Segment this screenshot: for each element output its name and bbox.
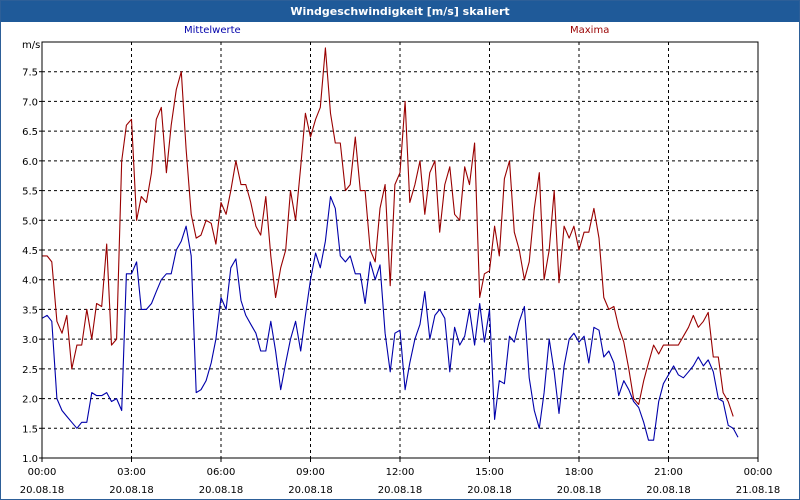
- x-axis: 00:00 20.08.18 03:00 20.08.18 06:00 20.08.18 0…: [20, 458, 781, 496]
- x-tick-date: 20.08.18: [109, 485, 154, 496]
- x-tick-date: 20.08.18: [20, 485, 65, 496]
- y-tick-label: 5.5: [22, 187, 38, 198]
- y-tick-label: 6.0: [22, 157, 38, 168]
- legend-mittelwerte: Mittelwerte: [184, 25, 241, 36]
- y-axis: 1.0 1.5 2.0 2.5 3.0 3.5 4.0 4.5 5.0 5.5 6.0 6.5 7.0 7…: [22, 68, 42, 465]
- y-tick-label: 7.0: [22, 97, 38, 108]
- y-axis-unit: m/s: [22, 40, 41, 51]
- x-tick-date: 20.08.18: [646, 485, 691, 496]
- y-tick-label: 1.0: [22, 454, 38, 465]
- y-tick-label: 3.5: [22, 305, 38, 316]
- x-tick-date: 21.08.18: [736, 485, 781, 496]
- x-tick-time: 15:00: [475, 467, 504, 478]
- x-tick-time: 06:00: [207, 467, 236, 478]
- x-tick-time: 12:00: [386, 467, 415, 478]
- x-tick-date: 20.08.18: [557, 485, 602, 496]
- x-tick-time: 09:00: [296, 467, 325, 478]
- y-tick-label: 2.5: [22, 365, 38, 376]
- x-tick-time: 18:00: [565, 467, 594, 478]
- window-title: Windgeschwindigkeit [m/s] skaliert: [1, 1, 799, 22]
- y-tick-label: 1.5: [22, 424, 38, 435]
- y-tick-label: 6.5: [22, 127, 38, 138]
- y-tick-label: 7.5: [22, 68, 38, 79]
- legend-maxima: Maxima: [570, 25, 610, 36]
- y-tick-label: 4.0: [22, 276, 38, 287]
- x-tick-time: 00:00: [744, 467, 773, 478]
- x-tick-time: 03:00: [117, 467, 146, 478]
- x-tick-date: 20.08.18: [378, 485, 423, 496]
- series-line-mittelwerte: [41, 195, 739, 441]
- y-tick-label: 3.0: [22, 335, 38, 346]
- x-tick-time: 00:00: [28, 467, 57, 478]
- x-tick-date: 20.08.18: [288, 485, 333, 496]
- y-tick-label: 2.0: [22, 395, 38, 406]
- y-tick-label: 5.0: [22, 216, 38, 227]
- series-layer: [41, 47, 739, 441]
- x-tick-date: 20.08.18: [467, 485, 512, 496]
- x-tick-time: 21:00: [654, 467, 683, 478]
- y-tick-label: 4.5: [22, 246, 38, 257]
- grid-lines: [42, 42, 758, 458]
- x-tick-date: 20.08.18: [199, 485, 244, 496]
- series-line-maxima: [42, 47, 734, 417]
